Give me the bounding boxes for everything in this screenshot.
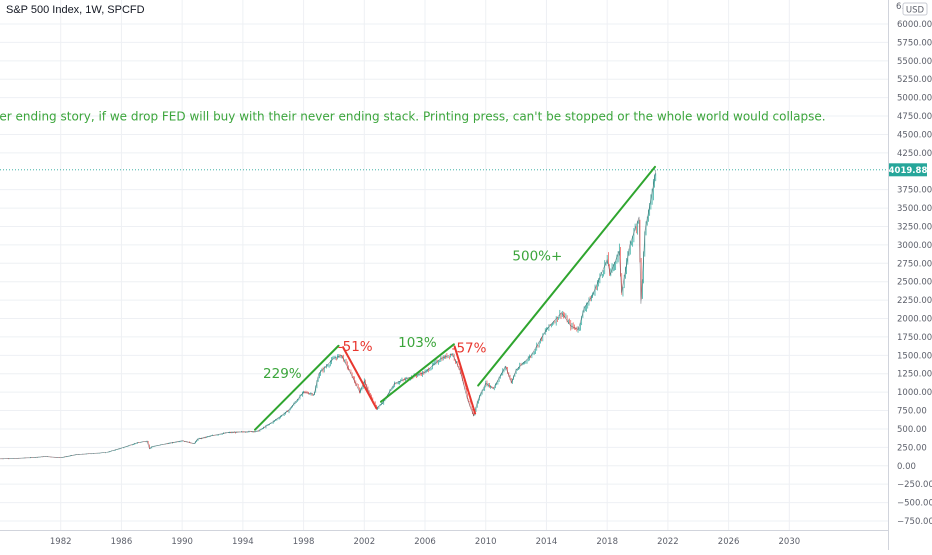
- y-tick-label: 0.00: [897, 462, 916, 472]
- x-tick-label: 2010: [475, 537, 497, 547]
- price-series-line: [0, 169, 657, 460]
- y-tick-label: 1750.00: [897, 333, 932, 343]
- x-tick-label: 1994: [232, 537, 254, 547]
- annotation-label: -57%: [452, 340, 487, 356]
- price-scale[interactable]: [888, 0, 932, 550]
- x-tick-label: 2018: [596, 537, 618, 547]
- trendline-up[interactable]: [380, 343, 455, 403]
- y-tick-label: 3250.00: [897, 222, 932, 232]
- annotation-label: 103%: [398, 335, 437, 351]
- x-tick-label: 2014: [536, 537, 558, 547]
- y-tick-label: 5750.00: [897, 38, 932, 48]
- trendline-up[interactable]: [254, 344, 340, 431]
- x-tick-label: 1986: [111, 537, 133, 547]
- y-tick-label: 5250.00: [897, 75, 932, 85]
- time-scale[interactable]: [0, 530, 888, 550]
- y-tick-label: −500.00: [897, 499, 932, 509]
- x-tick-label: 2022: [657, 537, 679, 547]
- annotation-label: 229%: [263, 366, 302, 382]
- trendline-down[interactable]: [342, 346, 378, 410]
- y-tick-label: 2000.00: [897, 315, 932, 325]
- y-tick-label: 3500.00: [897, 204, 932, 214]
- x-tick-label: 2026: [718, 537, 740, 547]
- y-tick-label: 500.00: [897, 425, 927, 435]
- y-tick-label: 6000.00: [897, 20, 932, 30]
- annotation-label: 500%+: [512, 248, 562, 264]
- currency-label: USD: [906, 6, 925, 16]
- annotation-note: Never ending story, if we drop FED will …: [0, 109, 826, 123]
- x-tick-label: 1982: [50, 537, 72, 547]
- y-tick-label: 2500.00: [897, 278, 932, 288]
- y-tick-label: −250.00: [897, 480, 932, 490]
- y-tick-label: 250.00: [897, 443, 927, 453]
- y-tick-label: 750.00: [897, 407, 927, 417]
- x-tick-label: 2002: [353, 537, 375, 547]
- y-tick-label: 1000.00: [897, 388, 932, 398]
- y-tick-label: 2250.00: [897, 296, 932, 306]
- y-tick-label: 1250.00: [897, 370, 932, 380]
- x-tick-label: 1990: [171, 537, 193, 547]
- y-tick-label: 5500.00: [897, 57, 932, 67]
- y-tick-label: 4750.00: [897, 112, 932, 122]
- trendline-up[interactable]: [477, 165, 656, 387]
- y-tick-label: 4500.00: [897, 130, 932, 140]
- current-price-badge: [889, 163, 927, 177]
- currency-badge[interactable]: [902, 2, 928, 16]
- annotation-label: -51%: [338, 339, 373, 355]
- y-tick-label: 3000.00: [897, 241, 932, 251]
- y-tick-label: 4250.00: [897, 149, 932, 159]
- x-tick-label: 2006: [414, 537, 436, 547]
- y-tick-label: −750.00: [897, 517, 932, 527]
- current-price-label: 4019.88: [889, 166, 928, 176]
- x-tick-label: 2030: [779, 537, 801, 547]
- y-tick-label: 5000.00: [897, 94, 932, 104]
- trendline-down[interactable]: [453, 345, 477, 415]
- y-tick-label: 2750.00: [897, 259, 932, 269]
- symbol-title[interactable]: S&P 500 Index, 1W, SPCFD: [6, 4, 145, 16]
- y-tick-label: 1500.00: [897, 351, 932, 361]
- y-tick-label: 3750.00: [897, 186, 932, 196]
- x-tick-label: 1998: [293, 537, 315, 547]
